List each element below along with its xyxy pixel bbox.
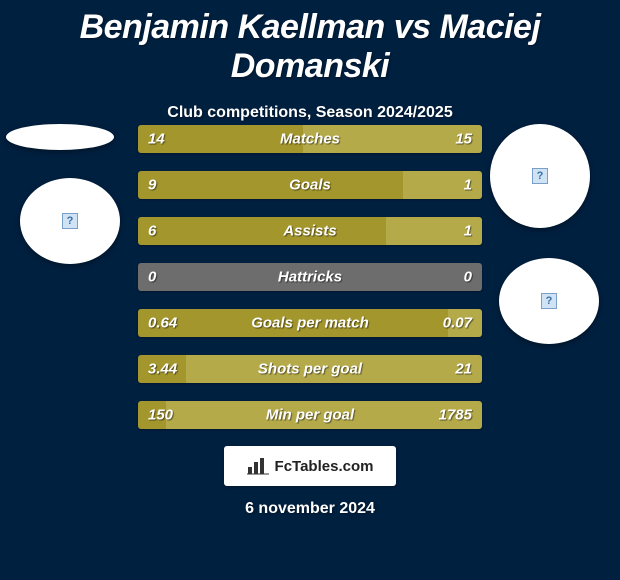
stat-value-right: 15 — [455, 131, 472, 148]
stat-label: Goals per match — [251, 315, 369, 332]
stat-bar-left — [138, 171, 403, 199]
player2-badge-circle — [490, 124, 590, 228]
stat-label: Shots per goal — [258, 361, 362, 378]
stat-value-right: 21 — [455, 361, 472, 378]
stat-value-right: 0 — [464, 269, 472, 286]
stat-row: 9 1 Goals — [138, 171, 482, 199]
player1-avatar-circle — [20, 178, 120, 264]
stat-value-left: 0 — [148, 269, 156, 286]
stat-value-right: 1 — [464, 177, 472, 194]
stat-row: 6 1 Assists — [138, 217, 482, 245]
stat-row: 150 1785 Min per goal — [138, 401, 482, 429]
stat-label: Goals — [289, 177, 331, 194]
stat-value-left: 14 — [148, 131, 165, 148]
stat-row: 14 15 Matches — [138, 125, 482, 153]
bar-chart-icon — [247, 457, 269, 475]
stat-row: 0.64 0.07 Goals per match — [138, 309, 482, 337]
image-placeholder-icon — [541, 293, 557, 309]
image-placeholder-icon — [62, 213, 78, 229]
stat-value-right: 1785 — [439, 407, 472, 424]
stat-value-left: 0.64 — [148, 315, 177, 332]
stat-value-left: 3.44 — [148, 361, 177, 378]
stats-bars-container: 14 15 Matches 9 1 Goals 6 1 Assists 0 0 Hattricks 0.… — [138, 125, 482, 447]
fctables-logo: FcTables.com — [224, 446, 396, 486]
logo-text: FcTables.com — [275, 458, 374, 475]
stat-label: Matches — [280, 131, 340, 148]
player2-avatar-circle — [499, 258, 599, 344]
stat-value-left: 6 — [148, 223, 156, 240]
player1-badge-ellipse — [6, 124, 114, 150]
stat-value-right: 0.07 — [443, 315, 472, 332]
stat-row: 3.44 21 Shots per goal — [138, 355, 482, 383]
stat-bar-left — [138, 217, 386, 245]
stat-value-left: 150 — [148, 407, 173, 424]
stat-value-left: 9 — [148, 177, 156, 194]
stat-label: Assists — [283, 223, 336, 240]
stat-label: Min per goal — [266, 407, 354, 424]
stat-row: 0 0 Hattricks — [138, 263, 482, 291]
stat-label: Hattricks — [278, 269, 342, 286]
generated-date: 6 november 2024 — [245, 500, 375, 518]
page-subtitle: Club competitions, Season 2024/2025 — [0, 104, 620, 122]
image-placeholder-icon — [532, 168, 548, 184]
stat-value-right: 1 — [464, 223, 472, 240]
page-title: Benjamin Kaellman vs Maciej Domanski — [0, 0, 620, 86]
